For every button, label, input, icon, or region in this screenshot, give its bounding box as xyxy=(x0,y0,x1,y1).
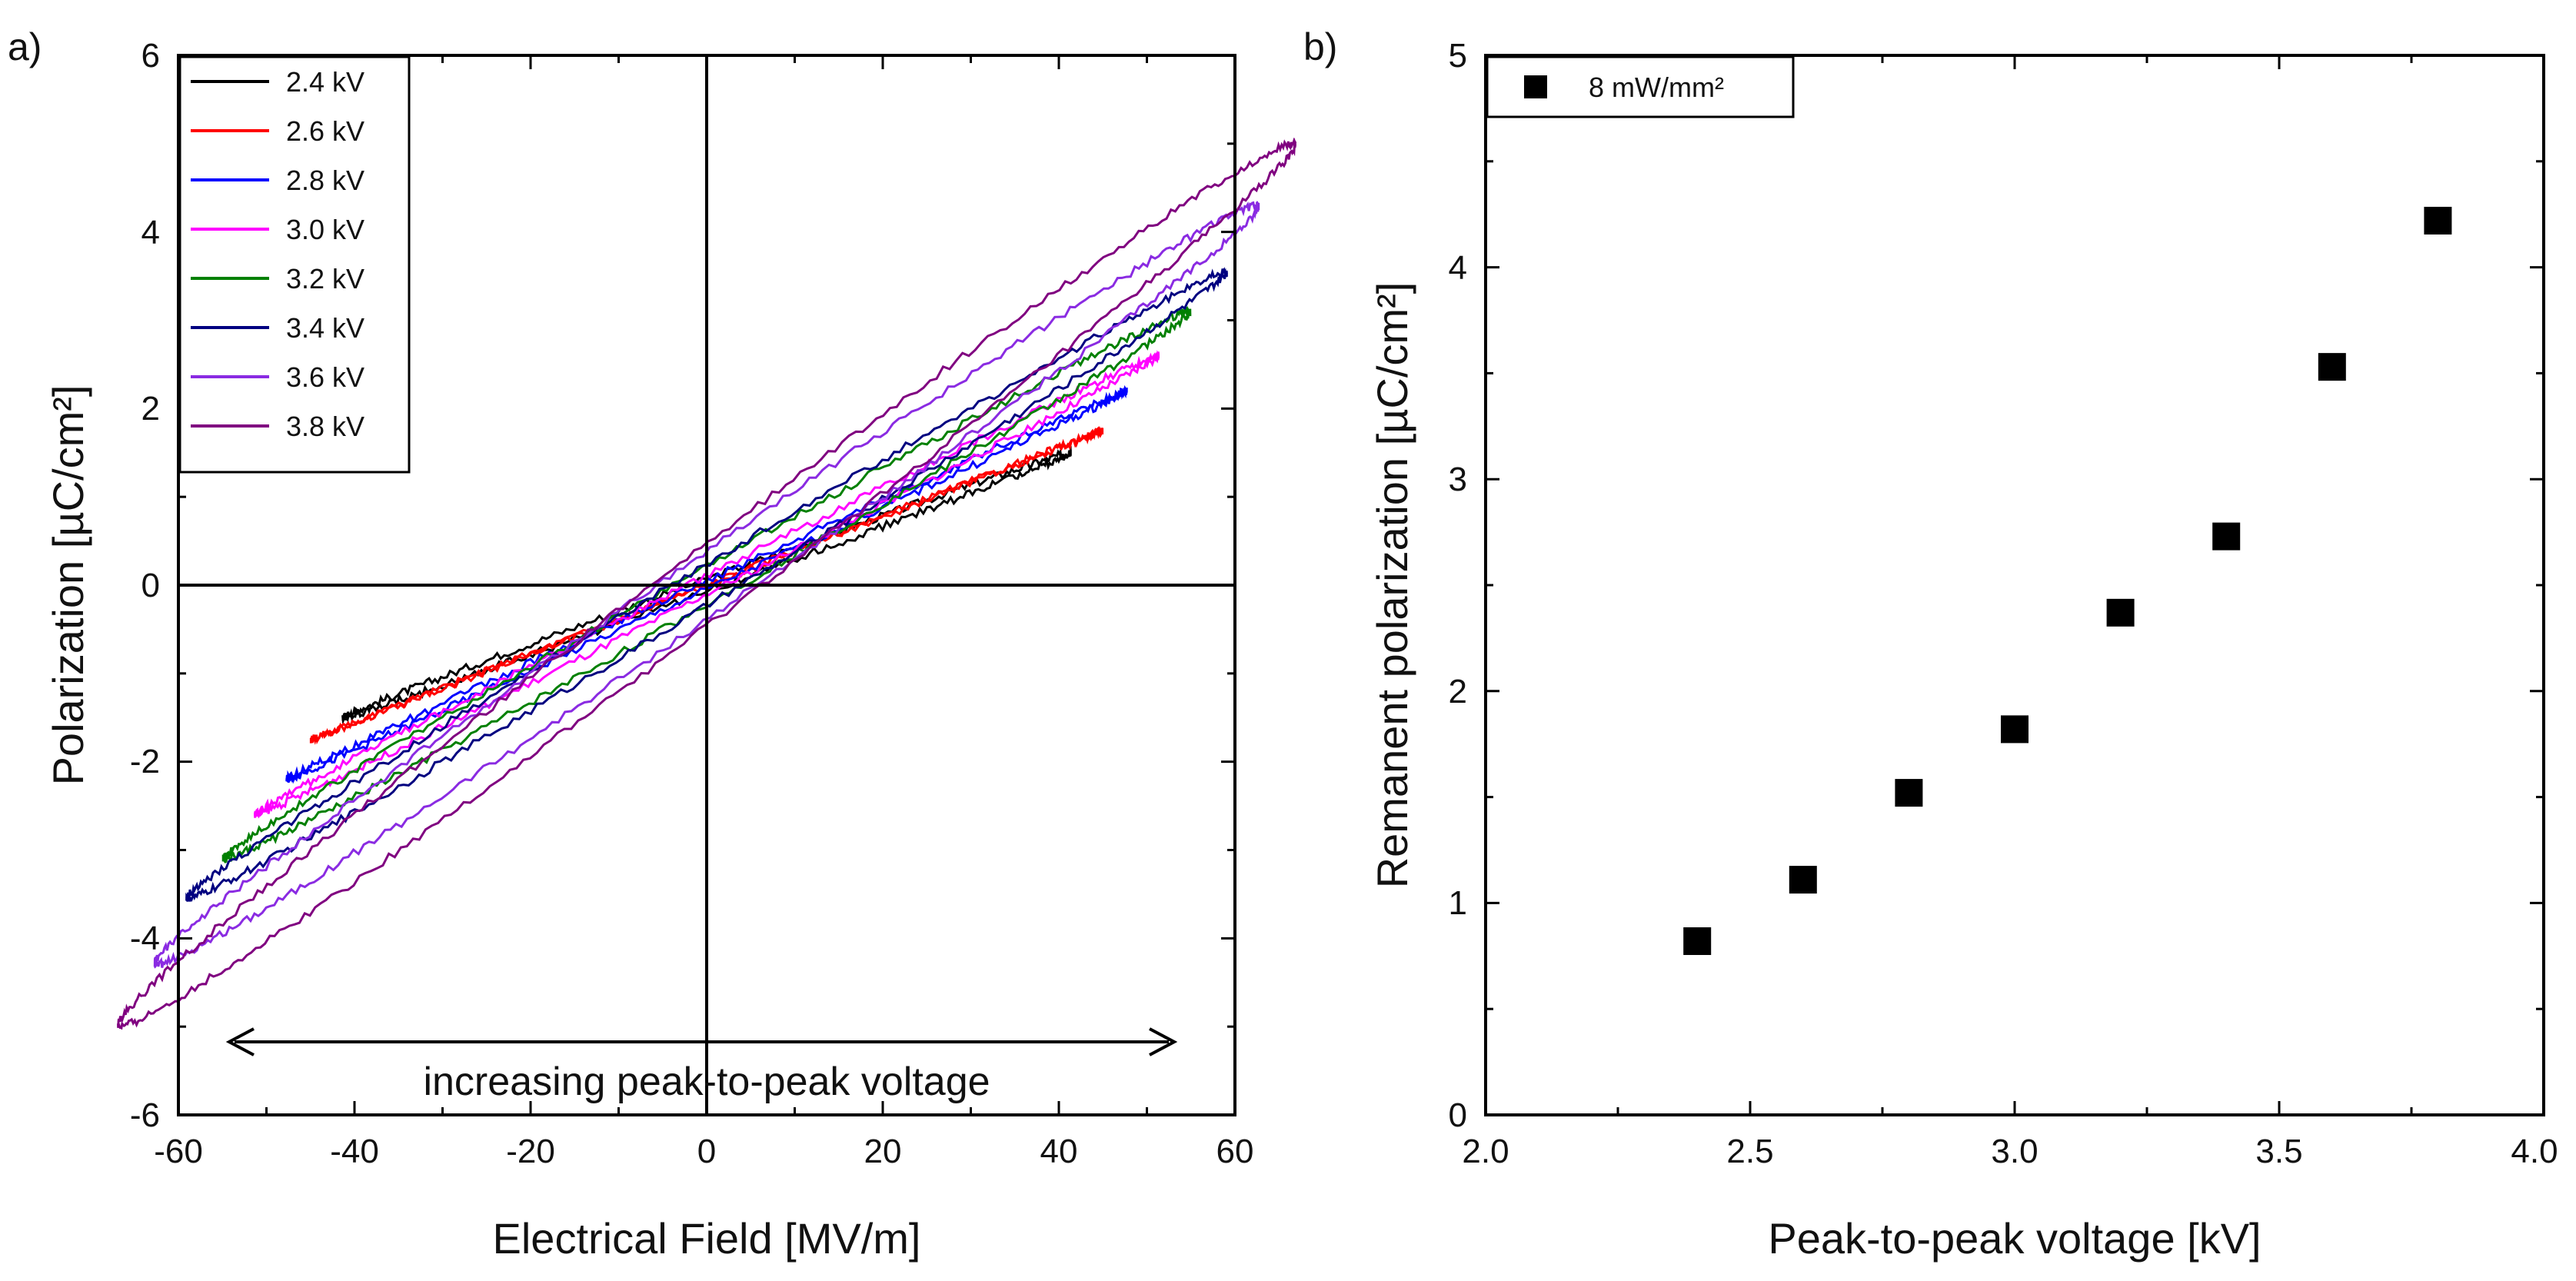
data-point xyxy=(1789,866,1817,894)
y-tick-label: 5 xyxy=(1449,37,1467,75)
hysteresis-loop xyxy=(341,445,1072,726)
y-tick-label: -2 xyxy=(130,743,160,780)
y-tick-label: -6 xyxy=(130,1096,160,1134)
data-point xyxy=(2212,522,2241,551)
plot-frame-b xyxy=(1484,54,2545,1116)
chart-b: b) 2.0 2.5 3.0 3.5 4.0 5 4 3 2 1 0 Peak-… xyxy=(1303,25,2558,1263)
legend-label: 3.0 kV xyxy=(286,214,364,245)
y-axis-title-b: Remanent polarization [µC/cm²] xyxy=(1368,282,1416,889)
legend-entries-a: 2.4 kV 2.6 kV 2.8 kV 3.0 kV 3.2 kV 3.4 kV 3.6 … xyxy=(191,66,364,442)
y-tick-label: 4 xyxy=(1449,249,1467,287)
x-tick-label: 3.0 xyxy=(1991,1133,2038,1170)
x-tick-label: 3.5 xyxy=(2255,1133,2302,1170)
y-tick-label: 1 xyxy=(1449,884,1467,922)
y-tick-label: 0 xyxy=(1449,1096,1467,1134)
data-point xyxy=(2001,715,2029,744)
hysteresis-loop xyxy=(309,426,1104,745)
x-tick-label: 2.0 xyxy=(1462,1133,1509,1170)
legend-label: 3.2 kV xyxy=(286,263,364,294)
y-tick-label: 2 xyxy=(1449,673,1467,710)
y-tick-label: 3 xyxy=(1449,461,1467,498)
y-tick-label: 0 xyxy=(141,567,160,604)
hysteresis-loop xyxy=(117,137,1296,1030)
legend-b: 8 mW/mm² xyxy=(1486,55,1795,118)
data-point xyxy=(2318,353,2346,381)
legend-label-b: 8 mW/mm² xyxy=(1589,72,1724,103)
legend-label: 3.6 kV xyxy=(286,361,364,393)
y-tick-label: -4 xyxy=(130,920,160,957)
x-tick-label: 0 xyxy=(697,1133,716,1170)
data-point xyxy=(2106,598,2135,627)
x-axis-title-b: Peak-to-peak voltage [kV] xyxy=(1768,1214,2261,1263)
legend-box-a xyxy=(178,55,411,474)
data-point xyxy=(1895,779,1923,807)
hysteresis-loop xyxy=(221,305,1192,863)
y-tick-labels-a: 6 4 2 0 -2 -4 -6 xyxy=(130,37,160,1134)
y-tick-label: 2 xyxy=(141,390,160,428)
legend-label: 2.8 kV xyxy=(286,165,364,196)
x-axis-title-a: Electrical Field [MV/m] xyxy=(493,1214,921,1263)
data-point xyxy=(1683,927,1712,956)
panel-b-label: b) xyxy=(1303,25,1337,68)
legend-a: 2.4 kV 2.6 kV 2.8 kV 3.0 kV 3.2 kV 3.4 kV 3.6 … xyxy=(178,55,411,474)
hysteresis-loop xyxy=(185,267,1228,902)
y-axis-title-a: Polarization [µC/cm²] xyxy=(44,385,92,786)
annotation-text: increasing peak-to-peak voltage xyxy=(423,1060,990,1104)
x-tick-label: 2.5 xyxy=(1726,1133,1773,1170)
x-tick-label: -20 xyxy=(506,1133,555,1170)
x-tick-label: 60 xyxy=(1216,1133,1254,1170)
x-tick-labels-b: 2.0 2.5 3.0 3.5 4.0 xyxy=(1462,1133,2558,1170)
data-point xyxy=(2424,206,2452,235)
axis-ticks-b xyxy=(1484,54,2545,1116)
chart-a: a) -60 -40 -20 0 20 40 60 6 4 2 0 -2 -4 … xyxy=(8,25,1296,1263)
annotation-arrow xyxy=(225,1027,1178,1056)
x-tick-labels-a: -60 -40 -20 0 20 40 60 xyxy=(154,1133,1253,1170)
legend-marker-square xyxy=(1524,75,1547,98)
hysteresis-loop xyxy=(153,201,1260,969)
hysteresis-curves xyxy=(117,137,1296,1030)
panel-a-label: a) xyxy=(8,25,42,68)
legend-label: 2.6 kV xyxy=(286,115,364,147)
data-points-b xyxy=(1683,206,2452,956)
x-tick-label: -40 xyxy=(330,1133,379,1170)
y-tick-label: 4 xyxy=(141,214,160,251)
x-tick-label: 40 xyxy=(1040,1133,1078,1170)
y-tick-label: 6 xyxy=(141,37,160,75)
legend-label: 3.4 kV xyxy=(286,312,364,344)
x-tick-label: 20 xyxy=(864,1133,902,1170)
y-tick-labels-b: 5 4 3 2 1 0 xyxy=(1449,37,1467,1134)
legend-label: 3.8 kV xyxy=(286,411,364,442)
x-tick-label: -60 xyxy=(154,1133,203,1170)
x-tick-label: 4.0 xyxy=(2511,1133,2558,1170)
legend-label: 2.4 kV xyxy=(286,66,364,98)
